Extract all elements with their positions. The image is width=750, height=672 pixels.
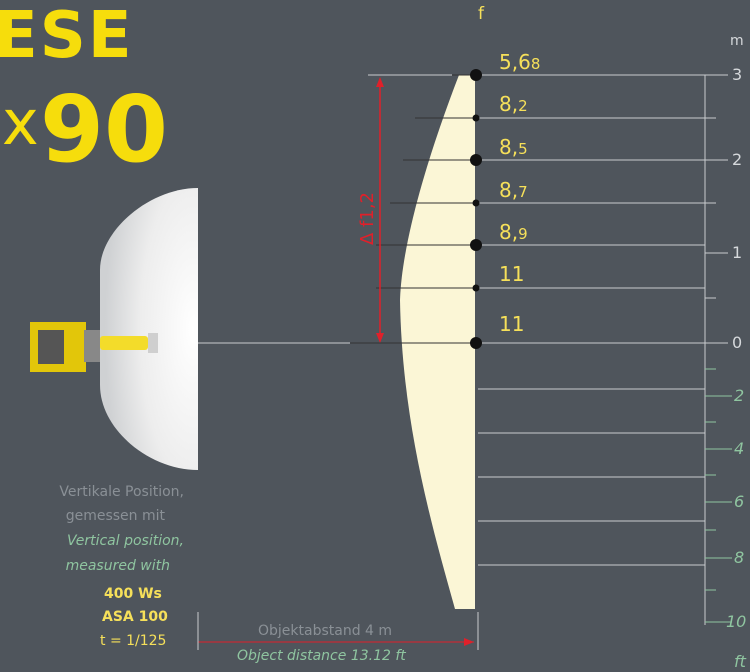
beam-profile bbox=[400, 75, 475, 609]
measure-point bbox=[470, 154, 482, 166]
measure-point bbox=[470, 69, 482, 81]
aperture-decimal: 5 bbox=[518, 140, 528, 158]
exposure-time: t = 1/125 bbox=[100, 633, 167, 649]
aperture-label: 11 bbox=[499, 312, 524, 336]
energy-value: 400 Ws bbox=[104, 586, 162, 602]
aperture-label: 8,7 bbox=[499, 178, 528, 202]
ft-tick-label: 4 bbox=[734, 439, 745, 458]
m-tick-label: 0 bbox=[732, 333, 743, 352]
aperture-main: 8, bbox=[499, 135, 519, 159]
aperture-label: 8,2 bbox=[499, 92, 528, 116]
m-tick-label: 3 bbox=[732, 65, 743, 84]
ft-tick-label: 10 bbox=[726, 612, 747, 631]
m-tick-label: 2 bbox=[732, 150, 743, 169]
title-x: x bbox=[2, 86, 39, 159]
aperture-main: 8, bbox=[499, 178, 519, 202]
title-line1: ESE bbox=[0, 0, 134, 73]
aperture-main: 8, bbox=[499, 92, 519, 116]
aperture-decimal: 2 bbox=[518, 97, 528, 115]
aperture-main: 5,6 bbox=[499, 50, 531, 74]
distance-de: Objektabstand 4 m bbox=[258, 623, 393, 639]
title-number: 90 bbox=[40, 76, 169, 183]
measure-point bbox=[472, 284, 480, 292]
aperture-main: 11 bbox=[499, 312, 525, 336]
delta-f-text: Δ f1,2 bbox=[357, 192, 378, 245]
aperture-label: 8,9 bbox=[499, 220, 528, 244]
unit-m-label: m bbox=[730, 33, 744, 49]
measure-point bbox=[472, 114, 480, 122]
caption-en-1: Vertical position, bbox=[66, 533, 184, 549]
iso-value: ASA 100 bbox=[102, 609, 168, 625]
aperture-label: 8,5 bbox=[499, 135, 528, 159]
aperture-decimal: 7 bbox=[518, 183, 528, 201]
aperture-decimal: 9 bbox=[518, 225, 528, 243]
ft-tick-label: 2 bbox=[734, 386, 745, 405]
ft-tick-label: 8 bbox=[734, 548, 745, 567]
measure-point bbox=[470, 337, 482, 349]
lamp-head-icon bbox=[30, 322, 158, 372]
aperture-main: 11 bbox=[499, 262, 525, 286]
distance-en: Object distance 13.12 ft bbox=[237, 648, 406, 664]
caption-de-1: Vertikale Position, bbox=[59, 484, 184, 500]
reflector-shape bbox=[100, 188, 198, 470]
measure-point bbox=[470, 239, 482, 251]
aperture-label: 11 bbox=[499, 262, 524, 286]
caption-de-2: gemessen mit bbox=[65, 508, 165, 524]
measure-point bbox=[472, 199, 480, 207]
aperture-decimal: 8 bbox=[530, 55, 541, 73]
ft-tick-label: 6 bbox=[734, 492, 745, 511]
aperture-label: 5,68 bbox=[499, 50, 540, 74]
delta-f-label: Δ f1,2 bbox=[357, 165, 383, 245]
aperture-main: 8, bbox=[499, 220, 519, 244]
caption-en-2: measured with bbox=[65, 558, 170, 574]
m-tick-label: 1 bbox=[732, 243, 743, 262]
f-column-header: f bbox=[478, 4, 484, 24]
unit-ft-label: ft bbox=[734, 652, 746, 671]
